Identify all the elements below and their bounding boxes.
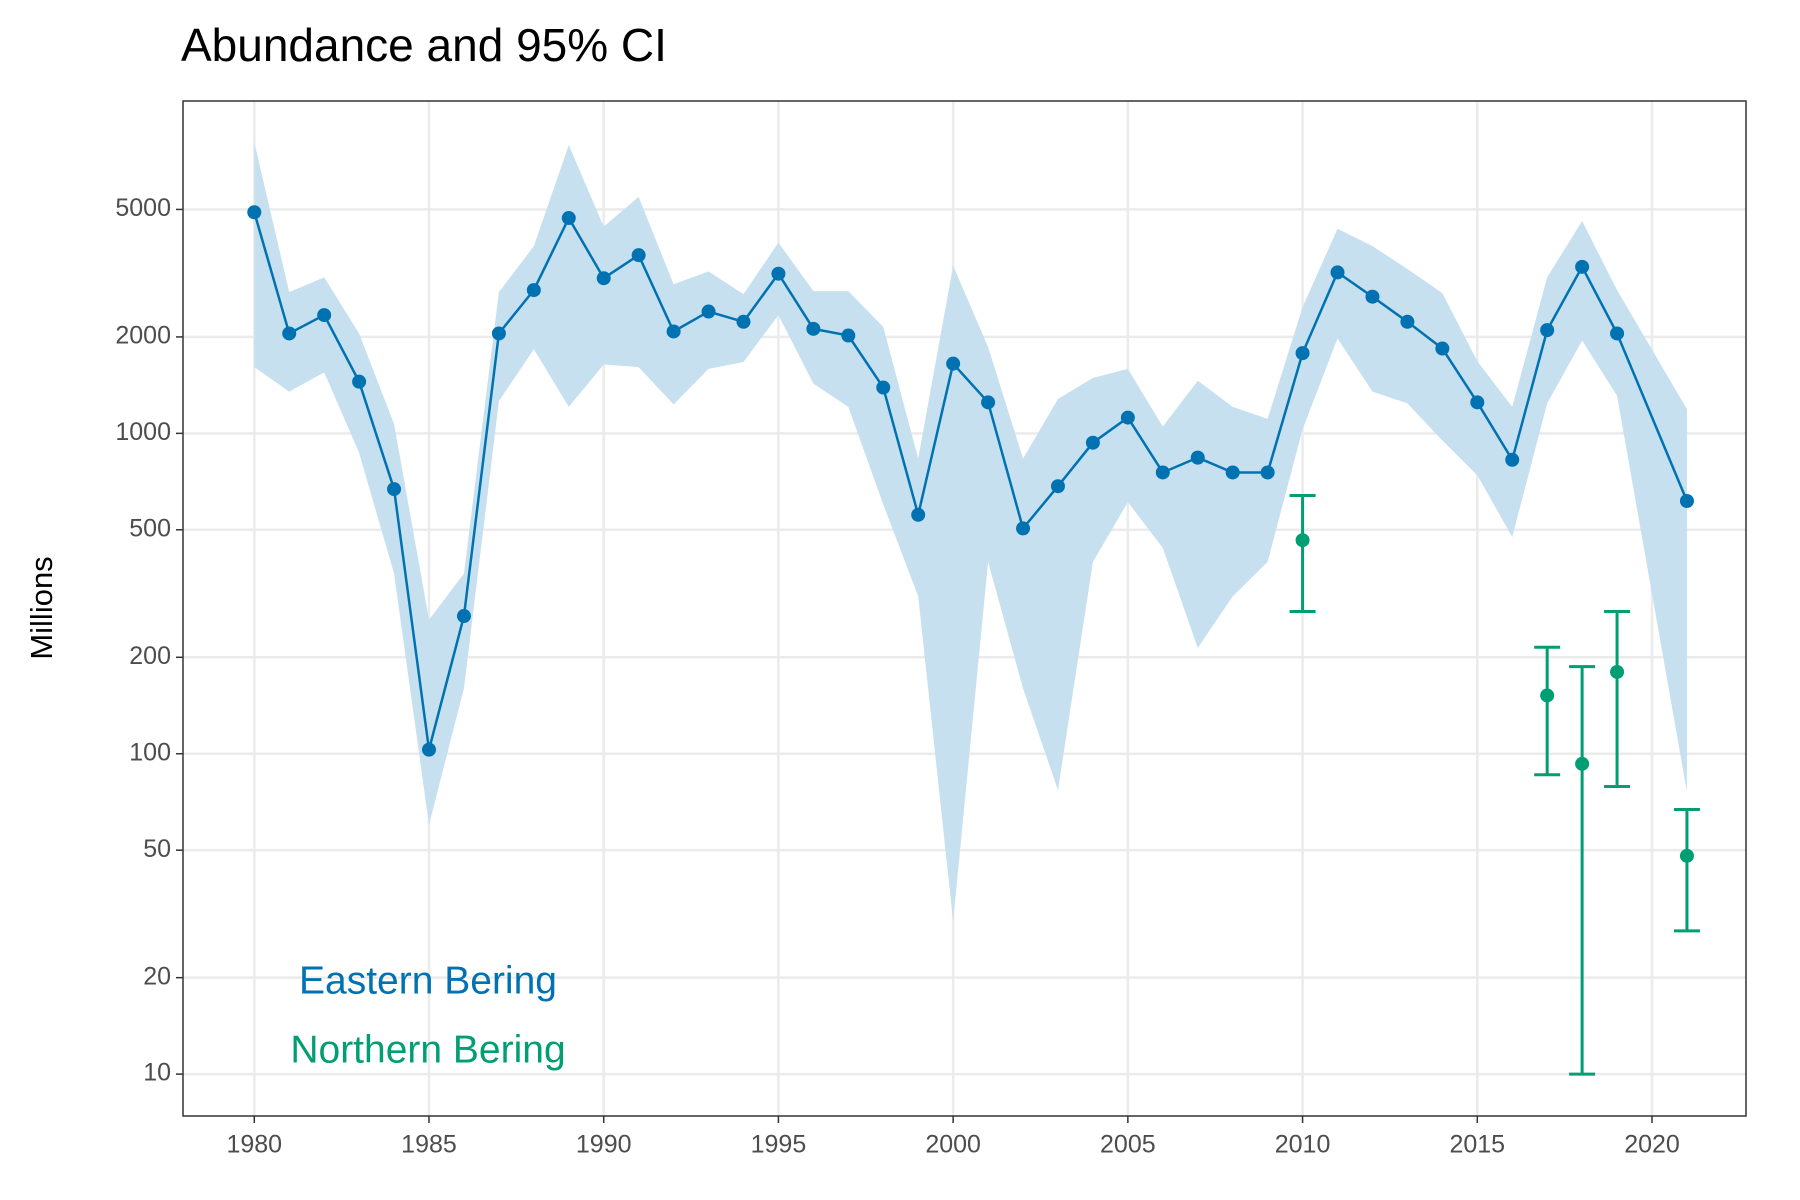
- point: [561, 211, 576, 226]
- point: [876, 380, 891, 395]
- point: [701, 304, 716, 319]
- series-label: Northern Bering: [290, 1028, 565, 1071]
- point: [1575, 259, 1590, 274]
- point: [631, 248, 646, 263]
- point: [771, 266, 786, 281]
- y-tick-label: 200: [129, 642, 171, 670]
- point: [1400, 314, 1415, 329]
- point: [596, 271, 611, 286]
- y-axis-label: Millions: [24, 556, 59, 659]
- y-tick-label: 5000: [115, 194, 171, 222]
- y-tick-label: 10: [143, 1059, 171, 1087]
- y-tick-label: 50: [143, 835, 171, 863]
- y-tick-label: 2000: [115, 322, 171, 350]
- point: [736, 314, 751, 329]
- point: [666, 324, 681, 339]
- point: [1260, 465, 1275, 480]
- point: [1505, 452, 1520, 467]
- point: [1365, 289, 1380, 304]
- point: [1470, 395, 1485, 410]
- point: [317, 308, 332, 323]
- point: [1679, 494, 1694, 509]
- point: [1435, 341, 1450, 356]
- point: [282, 326, 297, 341]
- point: [1050, 479, 1065, 494]
- x-tick-label: 2015: [1449, 1131, 1505, 1159]
- point: [946, 356, 961, 371]
- point: [456, 609, 471, 624]
- point: [1610, 664, 1625, 679]
- x-tick-label: 1990: [576, 1131, 632, 1159]
- point: [387, 482, 402, 497]
- point: [1120, 410, 1135, 425]
- point: [1225, 465, 1240, 480]
- point: [911, 507, 926, 522]
- x-tick-label: 1995: [751, 1131, 807, 1159]
- point: [1295, 346, 1310, 361]
- y-tick-label: 500: [129, 514, 171, 542]
- point: [1540, 688, 1555, 703]
- y-tick-label: 20: [143, 962, 171, 990]
- point: [1085, 435, 1100, 450]
- point: [1540, 323, 1555, 338]
- x-tick-label: 2010: [1275, 1131, 1331, 1159]
- point: [247, 205, 262, 220]
- y-tick-label: 1000: [115, 418, 171, 446]
- ci-ribbon: [254, 142, 1687, 922]
- point: [1155, 465, 1170, 480]
- point: [841, 328, 856, 343]
- point: [1575, 756, 1590, 771]
- x-tick-label: 1985: [401, 1131, 457, 1159]
- chart-title: Abundance and 95% CI: [181, 19, 667, 71]
- x-tick-label: 2020: [1624, 1131, 1680, 1159]
- point: [491, 326, 506, 341]
- point: [806, 321, 821, 336]
- y-tick-label: 100: [129, 738, 171, 766]
- plot-border: [182, 100, 1747, 1117]
- point: [1190, 450, 1205, 465]
- point: [352, 374, 367, 389]
- point: [1330, 265, 1345, 280]
- series-label: Eastern Bering: [299, 959, 557, 1002]
- point: [981, 395, 996, 410]
- point: [1679, 848, 1694, 863]
- point: [526, 283, 541, 298]
- point: [421, 742, 436, 757]
- point: [1016, 521, 1031, 536]
- point: [1610, 326, 1625, 341]
- x-tick-label: 2000: [925, 1131, 981, 1159]
- x-tick-label: 2005: [1100, 1131, 1156, 1159]
- x-tick-label: 1980: [226, 1131, 282, 1159]
- point: [1295, 533, 1310, 548]
